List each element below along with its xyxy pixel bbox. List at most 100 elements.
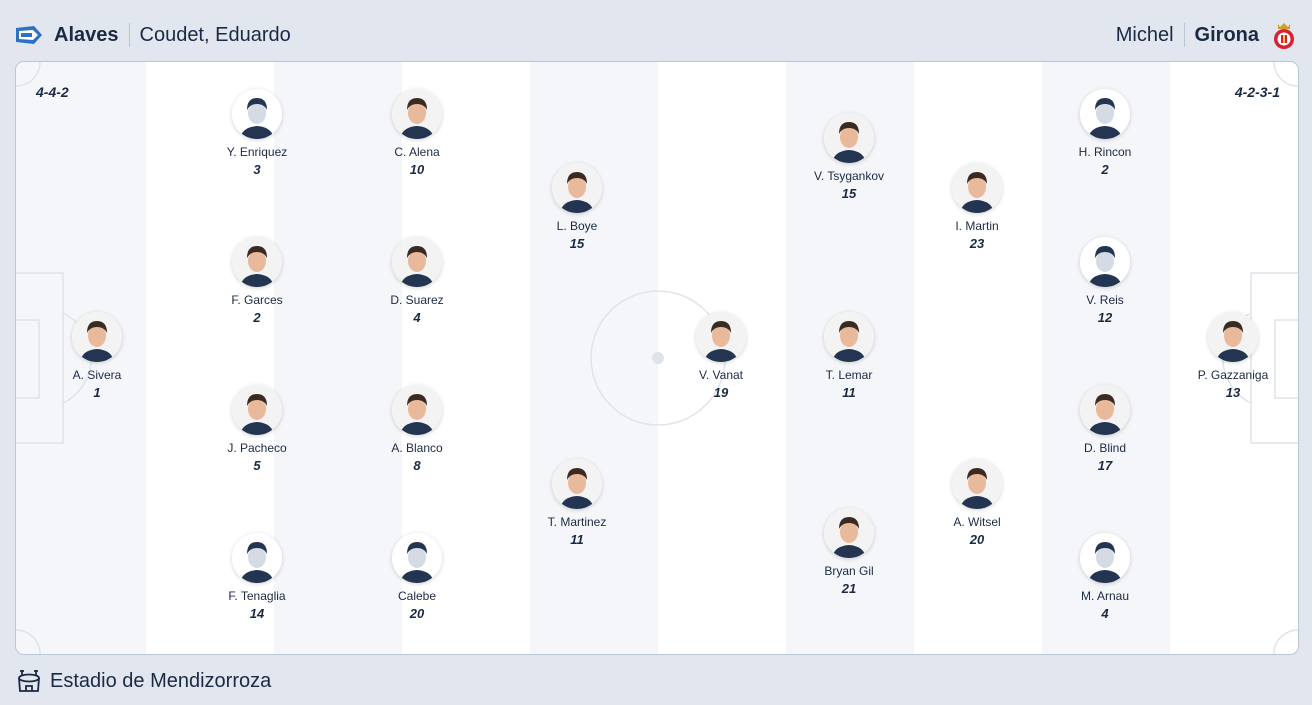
player-number: 10 <box>409 162 425 177</box>
player-number: 20 <box>969 532 985 547</box>
divider <box>1183 23 1185 47</box>
player-number: 23 <box>969 236 985 251</box>
player-name: F. Garces <box>231 293 283 307</box>
away-player[interactable]: P. Gazzaniga 13 <box>1173 312 1293 400</box>
home-player[interactable]: Y. Enriquez 3 <box>197 89 317 177</box>
player-avatar <box>1080 533 1130 583</box>
home-team-header: Alaves Coudet, Eduardo <box>14 18 291 52</box>
alaves-crest-icon <box>16 26 42 44</box>
home-player[interactable]: F. Garces 2 <box>197 237 317 325</box>
away-player[interactable]: I. Martin 23 <box>917 163 1037 251</box>
player-name: D. Blind <box>1083 441 1127 455</box>
home-player[interactable]: L. Boye 15 <box>517 163 637 251</box>
home-player[interactable]: A. Sivera 1 <box>37 312 157 400</box>
girona-crest-icon <box>1274 23 1294 49</box>
stadium-icon <box>18 670 40 692</box>
player-avatar <box>824 508 874 558</box>
player-avatar <box>232 385 282 435</box>
player-name: L. Boye <box>556 219 598 233</box>
venue: Estadio de Mendizorroza <box>17 668 271 694</box>
divider <box>128 23 130 47</box>
away-player[interactable]: V. Reis 12 <box>1045 237 1165 325</box>
player-avatar <box>232 533 282 583</box>
player-name: J. Pacheco <box>227 441 287 455</box>
player-number: 12 <box>1097 310 1113 325</box>
home-team-name[interactable]: Alaves <box>54 23 119 46</box>
player-name: I. Martin <box>955 219 999 233</box>
away-player[interactable]: Bryan Gil 21 <box>789 508 909 596</box>
home-player[interactable]: Calebe 20 <box>357 533 477 621</box>
player-name: Calebe <box>397 589 437 603</box>
away-team-name[interactable]: Girona <box>1194 23 1259 46</box>
away-player[interactable]: V. Vanat 19 <box>661 312 781 400</box>
player-name: H. Rincon <box>1078 145 1132 159</box>
away-formation: 4-2-3-1 <box>1234 84 1280 100</box>
home-player[interactable]: D. Suarez 4 <box>357 237 477 325</box>
player-number: 19 <box>713 385 729 400</box>
player-name: T. Lemar <box>825 368 873 382</box>
away-player[interactable]: T. Lemar 11 <box>789 312 909 400</box>
player-number: 14 <box>249 606 265 621</box>
player-number: 17 <box>1097 458 1113 473</box>
player-avatar <box>824 113 874 163</box>
player-name: D. Suarez <box>390 293 444 307</box>
player-number: 4 <box>1101 606 1109 621</box>
player-avatar <box>392 89 442 139</box>
player-avatar <box>1080 237 1130 287</box>
player-name: C. Alena <box>394 145 440 159</box>
player-number: 15 <box>841 186 857 201</box>
player-number: 3 <box>253 162 261 177</box>
player-name: V. Tsygankov <box>813 169 885 183</box>
player-number: 13 <box>1225 385 1241 400</box>
player-number: 8 <box>413 458 421 473</box>
away-player[interactable]: D. Blind 17 <box>1045 385 1165 473</box>
player-avatar <box>824 312 874 362</box>
player-avatar <box>1208 312 1258 362</box>
player-avatar <box>552 163 602 213</box>
player-number: 2 <box>253 310 261 325</box>
home-player[interactable]: A. Blanco 8 <box>357 385 477 473</box>
player-avatar <box>232 237 282 287</box>
away-coach-name: Michel <box>1115 23 1174 46</box>
player-name: P. Gazzaniga <box>1197 368 1269 382</box>
home-player[interactable]: F. Tenaglia 14 <box>197 533 317 621</box>
player-name: F. Tenaglia <box>228 589 286 603</box>
player-avatar <box>1080 385 1130 435</box>
player-name: A. Sivera <box>72 368 122 382</box>
player-name: T. Martinez <box>547 515 607 529</box>
player-name: V. Reis <box>1086 293 1124 307</box>
player-number: 2 <box>1101 162 1109 177</box>
pitch: 4-4-2 4-2-3-1 A. Sivera 1 Y. Enriquez 3 … <box>15 61 1299 655</box>
player-number: 5 <box>253 458 261 473</box>
player-avatar <box>392 533 442 583</box>
player-avatar <box>392 385 442 435</box>
player-avatar <box>952 163 1002 213</box>
player-avatar <box>1080 89 1130 139</box>
player-avatar <box>232 89 282 139</box>
venue-name: Estadio de Mendizorroza <box>50 669 272 692</box>
player-number: 1 <box>93 385 101 400</box>
player-avatar <box>72 312 122 362</box>
home-player[interactable]: T. Martinez 11 <box>517 459 637 547</box>
away-player[interactable]: H. Rincon 2 <box>1045 89 1165 177</box>
home-coach-name: Coudet, Eduardo <box>139 23 291 46</box>
player-name: A. Witsel <box>953 515 1001 529</box>
player-avatar <box>952 459 1002 509</box>
player-name: A. Blanco <box>391 441 443 455</box>
away-player[interactable]: A. Witsel 20 <box>917 459 1037 547</box>
player-avatar <box>392 237 442 287</box>
player-name: Y. Enriquez <box>226 145 288 159</box>
player-number: 4 <box>413 310 421 325</box>
home-formation: 4-4-2 <box>36 84 69 100</box>
away-player[interactable]: V. Tsygankov 15 <box>789 113 909 201</box>
home-player[interactable]: C. Alena 10 <box>357 89 477 177</box>
player-number: 20 <box>409 606 425 621</box>
player-number: 11 <box>570 532 584 547</box>
home-player[interactable]: J. Pacheco 5 <box>197 385 317 473</box>
player-name: M. Arnau <box>1080 589 1130 603</box>
away-player[interactable]: M. Arnau 4 <box>1045 533 1165 621</box>
player-avatar <box>552 459 602 509</box>
player-number: 21 <box>841 581 857 596</box>
player-number: 11 <box>842 385 856 400</box>
player-number: 15 <box>569 236 585 251</box>
